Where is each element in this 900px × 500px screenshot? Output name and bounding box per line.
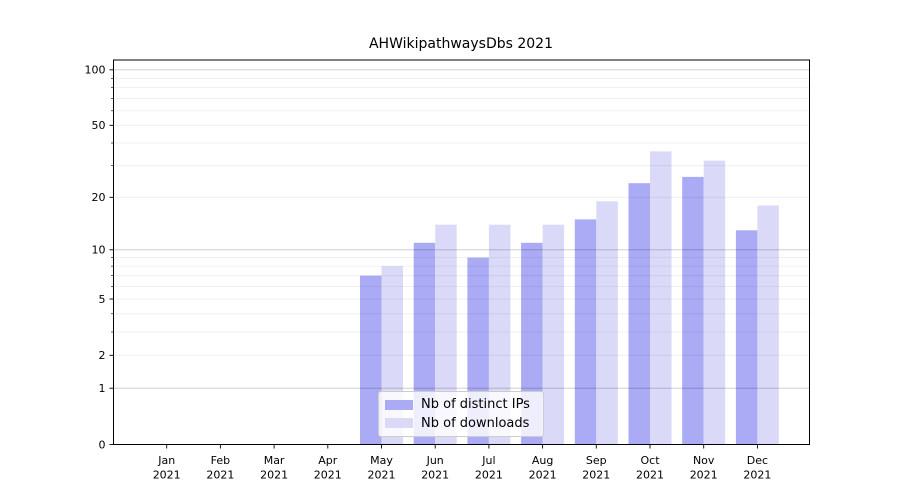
x-tick-label-month-aug: Aug — [532, 454, 553, 467]
x-tick-label-year-jun: 2021 — [421, 469, 449, 482]
bar-nb-of-distinct-ips-nov — [682, 176, 704, 445]
gridlines — [113, 69, 810, 389]
x-tick-label-year-aug: 2021 — [529, 469, 557, 482]
x-axis: Jan 2021 Feb 2021 Mar 2021 Apr 2021 May 2021 Jun 20… — [153, 444, 771, 482]
bar-nb-of-downloads-aug — [542, 224, 565, 445]
y-axis: 0 1 2 5 10 20 50 100 — [85, 64, 114, 451]
y-tick-label-100: 100 — [85, 64, 106, 77]
x-tick-label-month-jun: Jun — [426, 454, 444, 467]
x-tick-label-year-may: 2021 — [368, 469, 396, 482]
x-tick-label-year-mar: 2021 — [260, 469, 288, 482]
bar-nb-of-downloads-sep — [596, 201, 618, 445]
x-tick-label-year-oct: 2021 — [636, 469, 664, 482]
bars — [360, 151, 779, 445]
x-tick-label-year-feb: 2021 — [206, 469, 234, 482]
x-tick-label-month-feb: Feb — [211, 454, 230, 467]
bar-nb-of-downloads-jul — [488, 224, 511, 445]
bar-nb-of-distinct-ips-may — [360, 275, 382, 445]
x-tick-label-month-nov: Nov — [693, 454, 715, 467]
x-tick-label-month-sep: Sep — [586, 454, 607, 467]
bar-nb-of-downloads-jun — [435, 224, 457, 445]
x-tick-label-year-dec: 2021 — [743, 469, 771, 482]
y-tick-label-2: 2 — [99, 349, 106, 362]
bar-nb-of-distinct-ips-sep — [574, 219, 597, 445]
x-tick-label-year-jan: 2021 — [153, 469, 181, 482]
chart-title: AHWikipathwaysDbs 2021 — [368, 36, 553, 52]
bar-nb-of-downloads-dec — [757, 205, 779, 445]
legend-swatch-downloads — [385, 418, 413, 429]
x-tick-label-month-dec: Dec — [747, 454, 768, 467]
x-tick-label-month-apr: Apr — [318, 454, 338, 467]
y-tick-label-0: 0 — [99, 438, 106, 451]
x-tick-label-month-may: May — [370, 454, 393, 467]
y-tick-label-1: 1 — [99, 382, 106, 395]
x-tick-label-year-apr: 2021 — [314, 469, 342, 482]
legend-item-downloads: Nb of downloads — [385, 416, 537, 431]
y-tick-label-5: 5 — [99, 293, 106, 306]
x-tick-label-year-sep: 2021 — [582, 469, 610, 482]
x-tick-label-year-jul: 2021 — [475, 469, 503, 482]
legend-swatch-distinct-ips — [385, 399, 413, 410]
x-tick-label-month-mar: Mar — [264, 454, 285, 467]
x-tick-label-year-nov: 2021 — [690, 469, 718, 482]
bar-nb-of-downloads-oct — [650, 151, 672, 445]
legend-label-downloads: Nb of downloads — [421, 415, 530, 431]
x-tick-label-month-oct: Oct — [640, 454, 660, 467]
y-tick-label-10: 10 — [92, 244, 106, 257]
y-tick-label-20: 20 — [92, 191, 106, 204]
x-tick-label-month-jan: Jan — [157, 454, 175, 467]
x-tick-label-month-jul: Jul — [481, 454, 495, 467]
plot-border — [113, 59, 810, 445]
y-tick-label-50: 50 — [92, 119, 106, 132]
legend: Nb of distinct IPs Nb of downloads — [378, 391, 544, 437]
bar-nb-of-downloads-nov — [703, 160, 726, 445]
bar-nb-of-distinct-ips-oct — [628, 183, 650, 445]
legend-item-distinct-ips: Nb of distinct IPs — [385, 397, 537, 412]
bar-nb-of-distinct-ips-dec — [735, 230, 758, 445]
legend-label-distinct-ips: Nb of distinct IPs — [421, 397, 530, 413]
